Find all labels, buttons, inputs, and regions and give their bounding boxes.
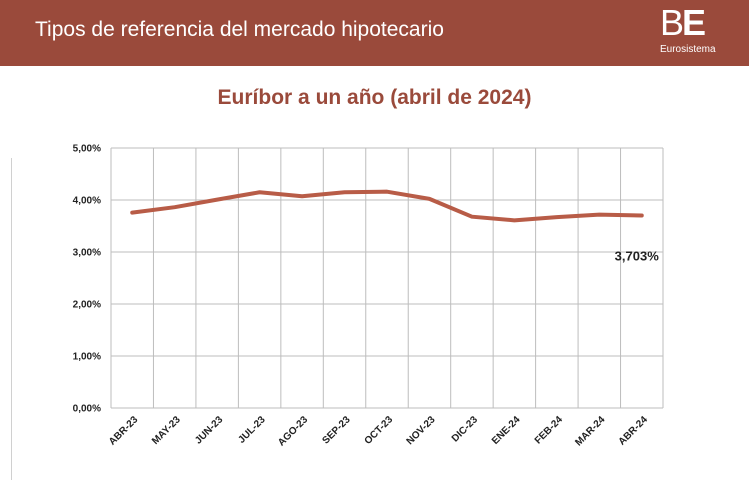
y-tick-label: 2,00% [73, 300, 101, 311]
x-tick-label: ABR-23 [107, 414, 141, 448]
header-title: Tipos de referencia del mercado hipoteca… [35, 18, 444, 41]
x-tick-label: NOV-23 [405, 414, 438, 447]
left-divider [11, 158, 12, 480]
logo-subtitle: Eurosistema [660, 44, 716, 55]
chart-title: Euríbor a un año (abril de 2024) [217, 86, 532, 109]
x-tick-label: JUN-23 [193, 414, 225, 446]
series-line [130, 189, 644, 223]
x-tick-label: MAY-23 [150, 414, 183, 447]
y-tick-label: 5,00% [73, 144, 101, 155]
y-tick-label: 3,00% [73, 248, 101, 259]
series-layer [130, 189, 644, 223]
x-tick-label: FEB-24 [533, 414, 565, 446]
be-logo: BE Eurosistema [660, 2, 720, 58]
logo-letters: BE [660, 2, 706, 43]
x-tick-label: AGO-23 [276, 414, 310, 448]
last-value-annotation: 3,703% [615, 248, 660, 263]
logo-letter-b: B [660, 2, 684, 43]
x-tick-label: MAR-24 [573, 414, 607, 448]
x-tick-label: ENE-24 [490, 414, 523, 447]
x-tick-label: ABR-24 [617, 414, 651, 448]
y-tick-label: 1,00% [73, 352, 101, 363]
y-tick-label: 0,00% [73, 404, 101, 415]
annotation-layer: 3,703% [615, 248, 660, 263]
logo-letter-e: E [682, 2, 706, 43]
x-tick-label: OCT-23 [363, 414, 396, 447]
x-tick-label: JUL-23 [236, 414, 268, 446]
x-tick-label: DIC-23 [450, 414, 480, 444]
grid-lines [110, 147, 664, 409]
header-banner: Tipos de referencia del mercado hipoteca… [0, 0, 749, 66]
axis-labels: 0,00% 1,00% 2,00% 3,00% 4,00% 5,00% ABR-23 MAY-… [73, 144, 651, 449]
y-tick-label: 4,00% [73, 196, 101, 207]
x-tick-label: SEP-23 [321, 414, 353, 446]
